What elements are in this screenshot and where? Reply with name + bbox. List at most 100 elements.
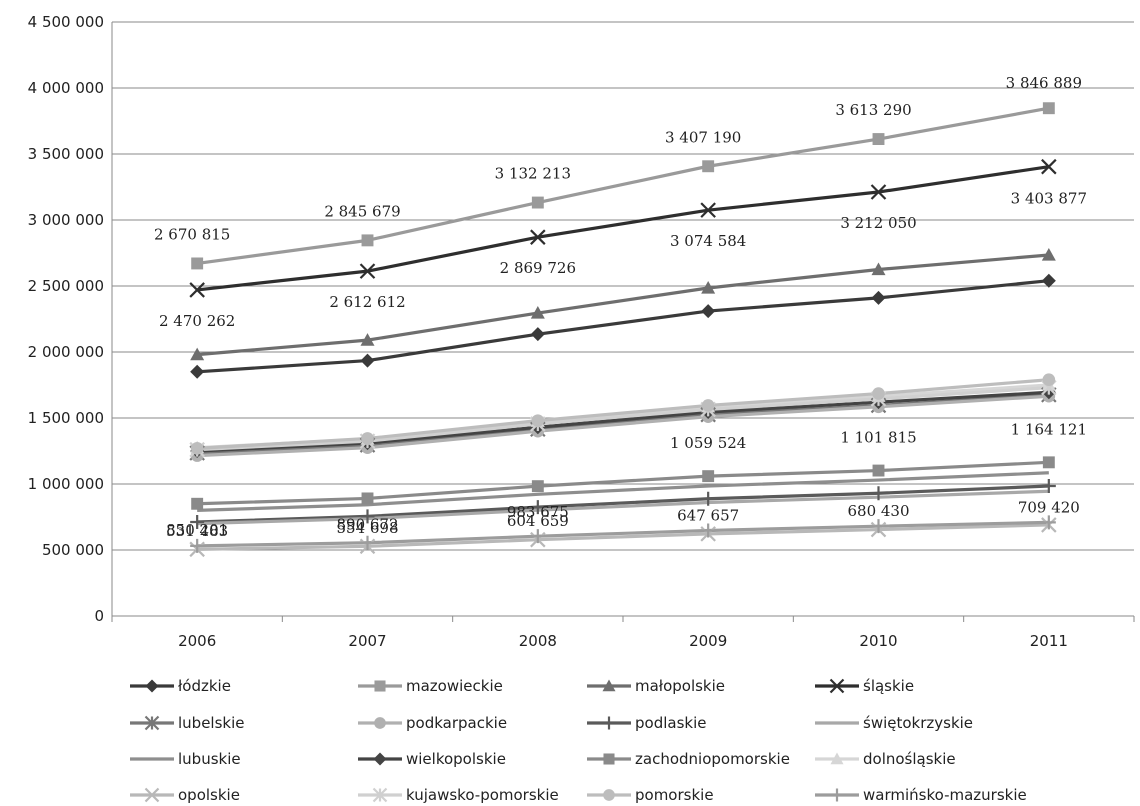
legend-label: wielkopolskie [406, 750, 506, 768]
gridlines [112, 21, 1134, 617]
y-tick-label: 3 500 000 [28, 145, 104, 163]
legend-item-świętokrzyskie: świętokrzyskie [815, 714, 973, 732]
data-label: 983 675 [507, 503, 569, 521]
point-zachodniopomorskie [872, 464, 885, 477]
point-śląskie [700, 202, 716, 218]
legend-item-opolskie: opolskie [130, 786, 240, 804]
data-label: 531 483 [166, 522, 228, 540]
point-podlaskie [360, 509, 375, 524]
point-śląskie [189, 282, 205, 298]
point-małopolskie [360, 333, 375, 346]
data-label: 2 470 262 [159, 312, 235, 330]
point-małopolskie [190, 347, 205, 361]
y-tick-label: 3 000 000 [28, 211, 104, 229]
series-line-pomorskie [197, 378, 1049, 450]
data-label: 2 612 612 [329, 293, 405, 311]
axes [111, 22, 1135, 622]
point-pomorskie [190, 442, 204, 455]
point-łódzkie [190, 364, 205, 379]
data-label: 1 164 121 [1011, 420, 1087, 438]
legend-swatch-marker [602, 716, 616, 730]
series-line-mazowieckie [196, 106, 1050, 266]
legend-label: dolnośląskie [863, 750, 956, 768]
legend-item-lubelskie: lubelskie [130, 714, 245, 732]
point-małopolskie [701, 280, 716, 294]
point-warmińsko-mazurskie [871, 519, 886, 534]
point-śląskie [1041, 158, 1057, 175]
series-line-wielkopolskie [197, 390, 1049, 453]
legend-swatch-marker [830, 752, 844, 765]
point-mazowieckie [191, 257, 204, 270]
y-axis-tick-labels: 0 500 000 1 000 000 1 500 000 2 000 000 2 500… [28, 13, 104, 625]
data-label: 2 670 815 [154, 225, 230, 243]
legend-label: warmińsko-mazurskie [863, 786, 1027, 804]
point-pomorskie [872, 387, 885, 400]
series-line-kujawsko-pomorskie [197, 386, 1049, 452]
legend-item-podlaskie: podlaskie [587, 714, 706, 732]
y-tick-label: 0 [94, 607, 104, 625]
y-tick-label: 4 500 000 [28, 13, 104, 31]
point-zachodniopomorskie [191, 497, 204, 510]
data-label: 3 403 877 [1011, 190, 1087, 208]
y-tick-label: 1 500 000 [28, 409, 104, 427]
point-małopolskie [871, 262, 886, 276]
point-warmińsko-mazurskie [360, 535, 375, 550]
legend-label: opolskie [178, 786, 240, 804]
point-śląskie [530, 229, 546, 245]
data-label: 2 845 679 [324, 202, 400, 220]
legend-item-lubuskie: lubuskie [130, 750, 241, 768]
point-mazowieckie [531, 196, 544, 209]
legend-item-podkarpackie: podkarpackie [358, 714, 507, 732]
legend-label: małopolskie [635, 677, 725, 695]
series-line-zachodniopomorskie [197, 460, 1049, 506]
data-label: 1 059 524 [670, 434, 746, 452]
point-zachodniopomorskie [361, 492, 374, 505]
point-zachodniopomorskie [702, 470, 715, 483]
legend-swatch-marker [374, 680, 386, 692]
point-śląskie [359, 263, 376, 279]
point-mazowieckie [872, 133, 885, 145]
legend-item-warmińsko-mazurskie: warmińsko-mazurskie [815, 786, 1027, 804]
legend-item-kujawsko-pomorskie: kujawsko-pomorskie [358, 786, 559, 804]
point-podlaskie [530, 500, 545, 515]
legend-swatch-marker [603, 753, 615, 765]
data-label: 890 672 [336, 515, 398, 533]
point-pomorskie [1042, 373, 1056, 387]
point-łódzkie [701, 304, 716, 319]
series-line-małopolskie [197, 253, 1049, 357]
data-label: 680 430 [847, 502, 909, 520]
legend-label: pomorskie [635, 786, 714, 804]
series-line-lubuskie [197, 471, 1049, 512]
legend-swatch-marker [373, 752, 387, 766]
legend-label: podlaskie [635, 714, 706, 732]
series-line-podkarpackie [197, 394, 1049, 458]
point-podlaskie [190, 515, 205, 530]
legend-item-zachodniopomorskie: zachodniopomorskie [587, 750, 790, 768]
point-warmińsko-mazurskie [530, 529, 545, 544]
x-tick-label: 2010 [859, 632, 897, 650]
data-label: 3 132 213 [495, 165, 571, 183]
data-label: 1 101 815 [840, 429, 916, 447]
x-tick-label: 2011 [1030, 632, 1068, 650]
data-label: 3 074 584 [670, 232, 746, 250]
point-śląskie [870, 184, 887, 200]
legend-label: mazowieckie [406, 677, 503, 695]
legend-label: podkarpackie [406, 714, 507, 732]
point-łódzkie [871, 290, 886, 305]
x-tick-label: 2008 [519, 632, 557, 650]
series-line-opolskie [197, 523, 1049, 551]
data-label: 554 698 [336, 519, 398, 537]
legend-item-mazowieckie: mazowieckie [358, 677, 503, 695]
legend-item-wielkopolskie: wielkopolskie [358, 750, 506, 768]
series-line-podlaskie [197, 484, 1049, 524]
legend-label: łódzkie [178, 677, 231, 695]
legend-label: śląskie [863, 677, 914, 695]
legend-label: kujawsko-pomorskie [406, 786, 559, 804]
point-podlaskie [701, 491, 716, 506]
y-tick-label: 1 000 000 [28, 475, 104, 493]
point-małopolskie [1041, 247, 1056, 261]
legend-swatch-marker [829, 678, 845, 694]
point-łódzkie [530, 327, 545, 342]
series-line-łódzkie [197, 279, 1049, 374]
